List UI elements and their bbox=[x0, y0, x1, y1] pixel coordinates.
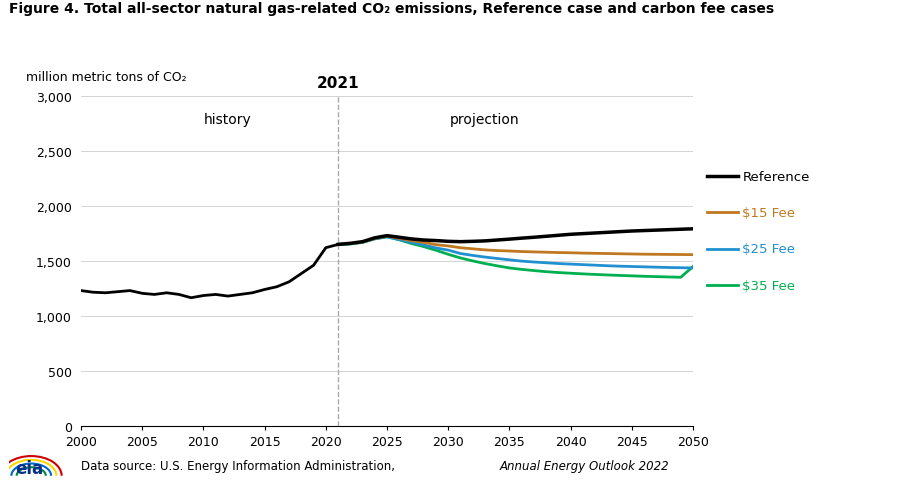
Text: $15 Fee: $15 Fee bbox=[742, 207, 796, 219]
Text: $25 Fee: $25 Fee bbox=[742, 243, 796, 256]
Text: Reference: Reference bbox=[742, 170, 810, 183]
Text: 2021: 2021 bbox=[317, 76, 359, 91]
Text: Figure 4. Total all-sector natural gas-related CO₂ emissions, Reference case and: Figure 4. Total all-sector natural gas-r… bbox=[9, 2, 774, 16]
Text: Annual Energy Outlook 2022: Annual Energy Outlook 2022 bbox=[500, 459, 669, 472]
Text: eia: eia bbox=[15, 459, 43, 477]
Text: $35 Fee: $35 Fee bbox=[742, 279, 796, 292]
Text: Data source: U.S. Energy Information Administration,: Data source: U.S. Energy Information Adm… bbox=[81, 459, 399, 472]
Text: projection: projection bbox=[450, 113, 519, 127]
Text: million metric tons of CO₂: million metric tons of CO₂ bbox=[26, 71, 186, 84]
Text: history: history bbox=[204, 113, 252, 127]
